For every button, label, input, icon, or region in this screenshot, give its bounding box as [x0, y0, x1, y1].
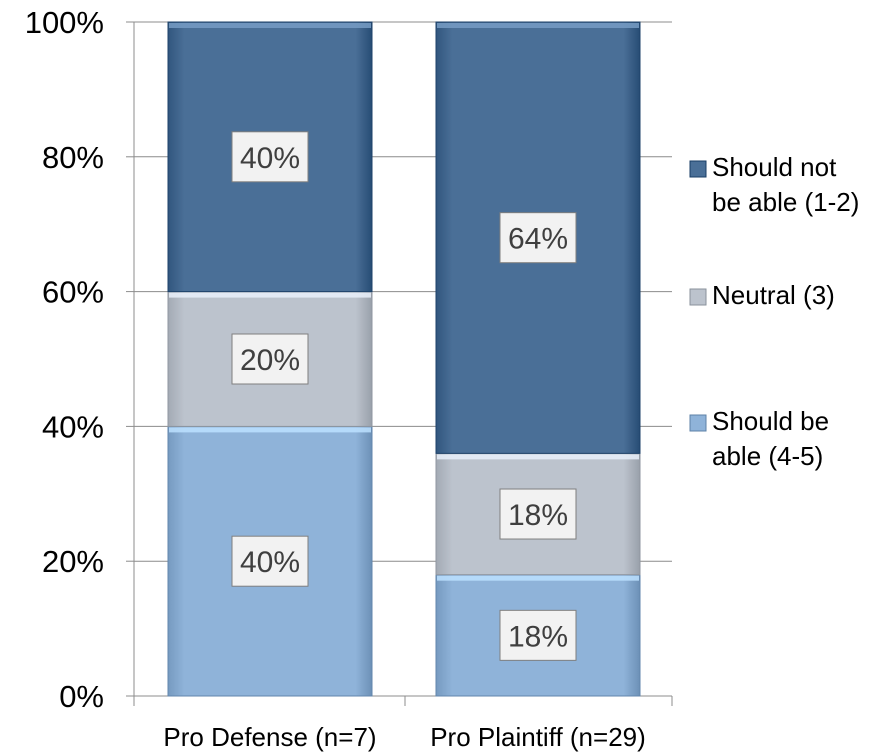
bar-segment-bevel [169, 23, 371, 28]
data-label-box [231, 535, 309, 587]
y-tick-label: 60% [42, 275, 104, 310]
bar-segment-bevel [169, 292, 371, 298]
legend-label: be able (1-2) [712, 187, 859, 217]
legend-label: Should be [712, 406, 829, 436]
bar-segment-bevel [437, 454, 639, 460]
legend-swatch [689, 414, 707, 432]
data-label: 18% [508, 499, 568, 532]
data-label: 40% [240, 142, 300, 175]
y-tick-label: 0% [59, 679, 104, 714]
legend-label: Should not [712, 152, 837, 182]
legend-swatch [689, 288, 707, 306]
data-label-box [499, 212, 577, 264]
legend-label: able (4-5) [712, 441, 823, 471]
data-label-box [231, 131, 309, 183]
legend-swatch [689, 160, 707, 178]
bar-segment-bevel [437, 575, 639, 581]
y-tick-label: 100% [25, 5, 104, 40]
data-label-box [231, 333, 309, 385]
x-category-label: Pro Defense (n=7) [163, 722, 376, 752]
bar-segment-bevel [169, 427, 371, 433]
data-label-box [499, 609, 577, 661]
legend-label: Neutral (3) [712, 280, 835, 310]
y-tick-label: 40% [42, 409, 104, 444]
data-label: 40% [240, 546, 300, 579]
bar-segment-bevel [437, 23, 639, 28]
y-tick-label: 20% [42, 544, 104, 579]
data-label: 18% [508, 620, 568, 653]
data-label: 64% [508, 223, 568, 256]
data-label: 20% [240, 344, 300, 377]
y-tick-label: 80% [42, 140, 104, 175]
data-label-box [499, 488, 577, 540]
x-category-label: Pro Plaintiff (n=29) [430, 722, 646, 752]
